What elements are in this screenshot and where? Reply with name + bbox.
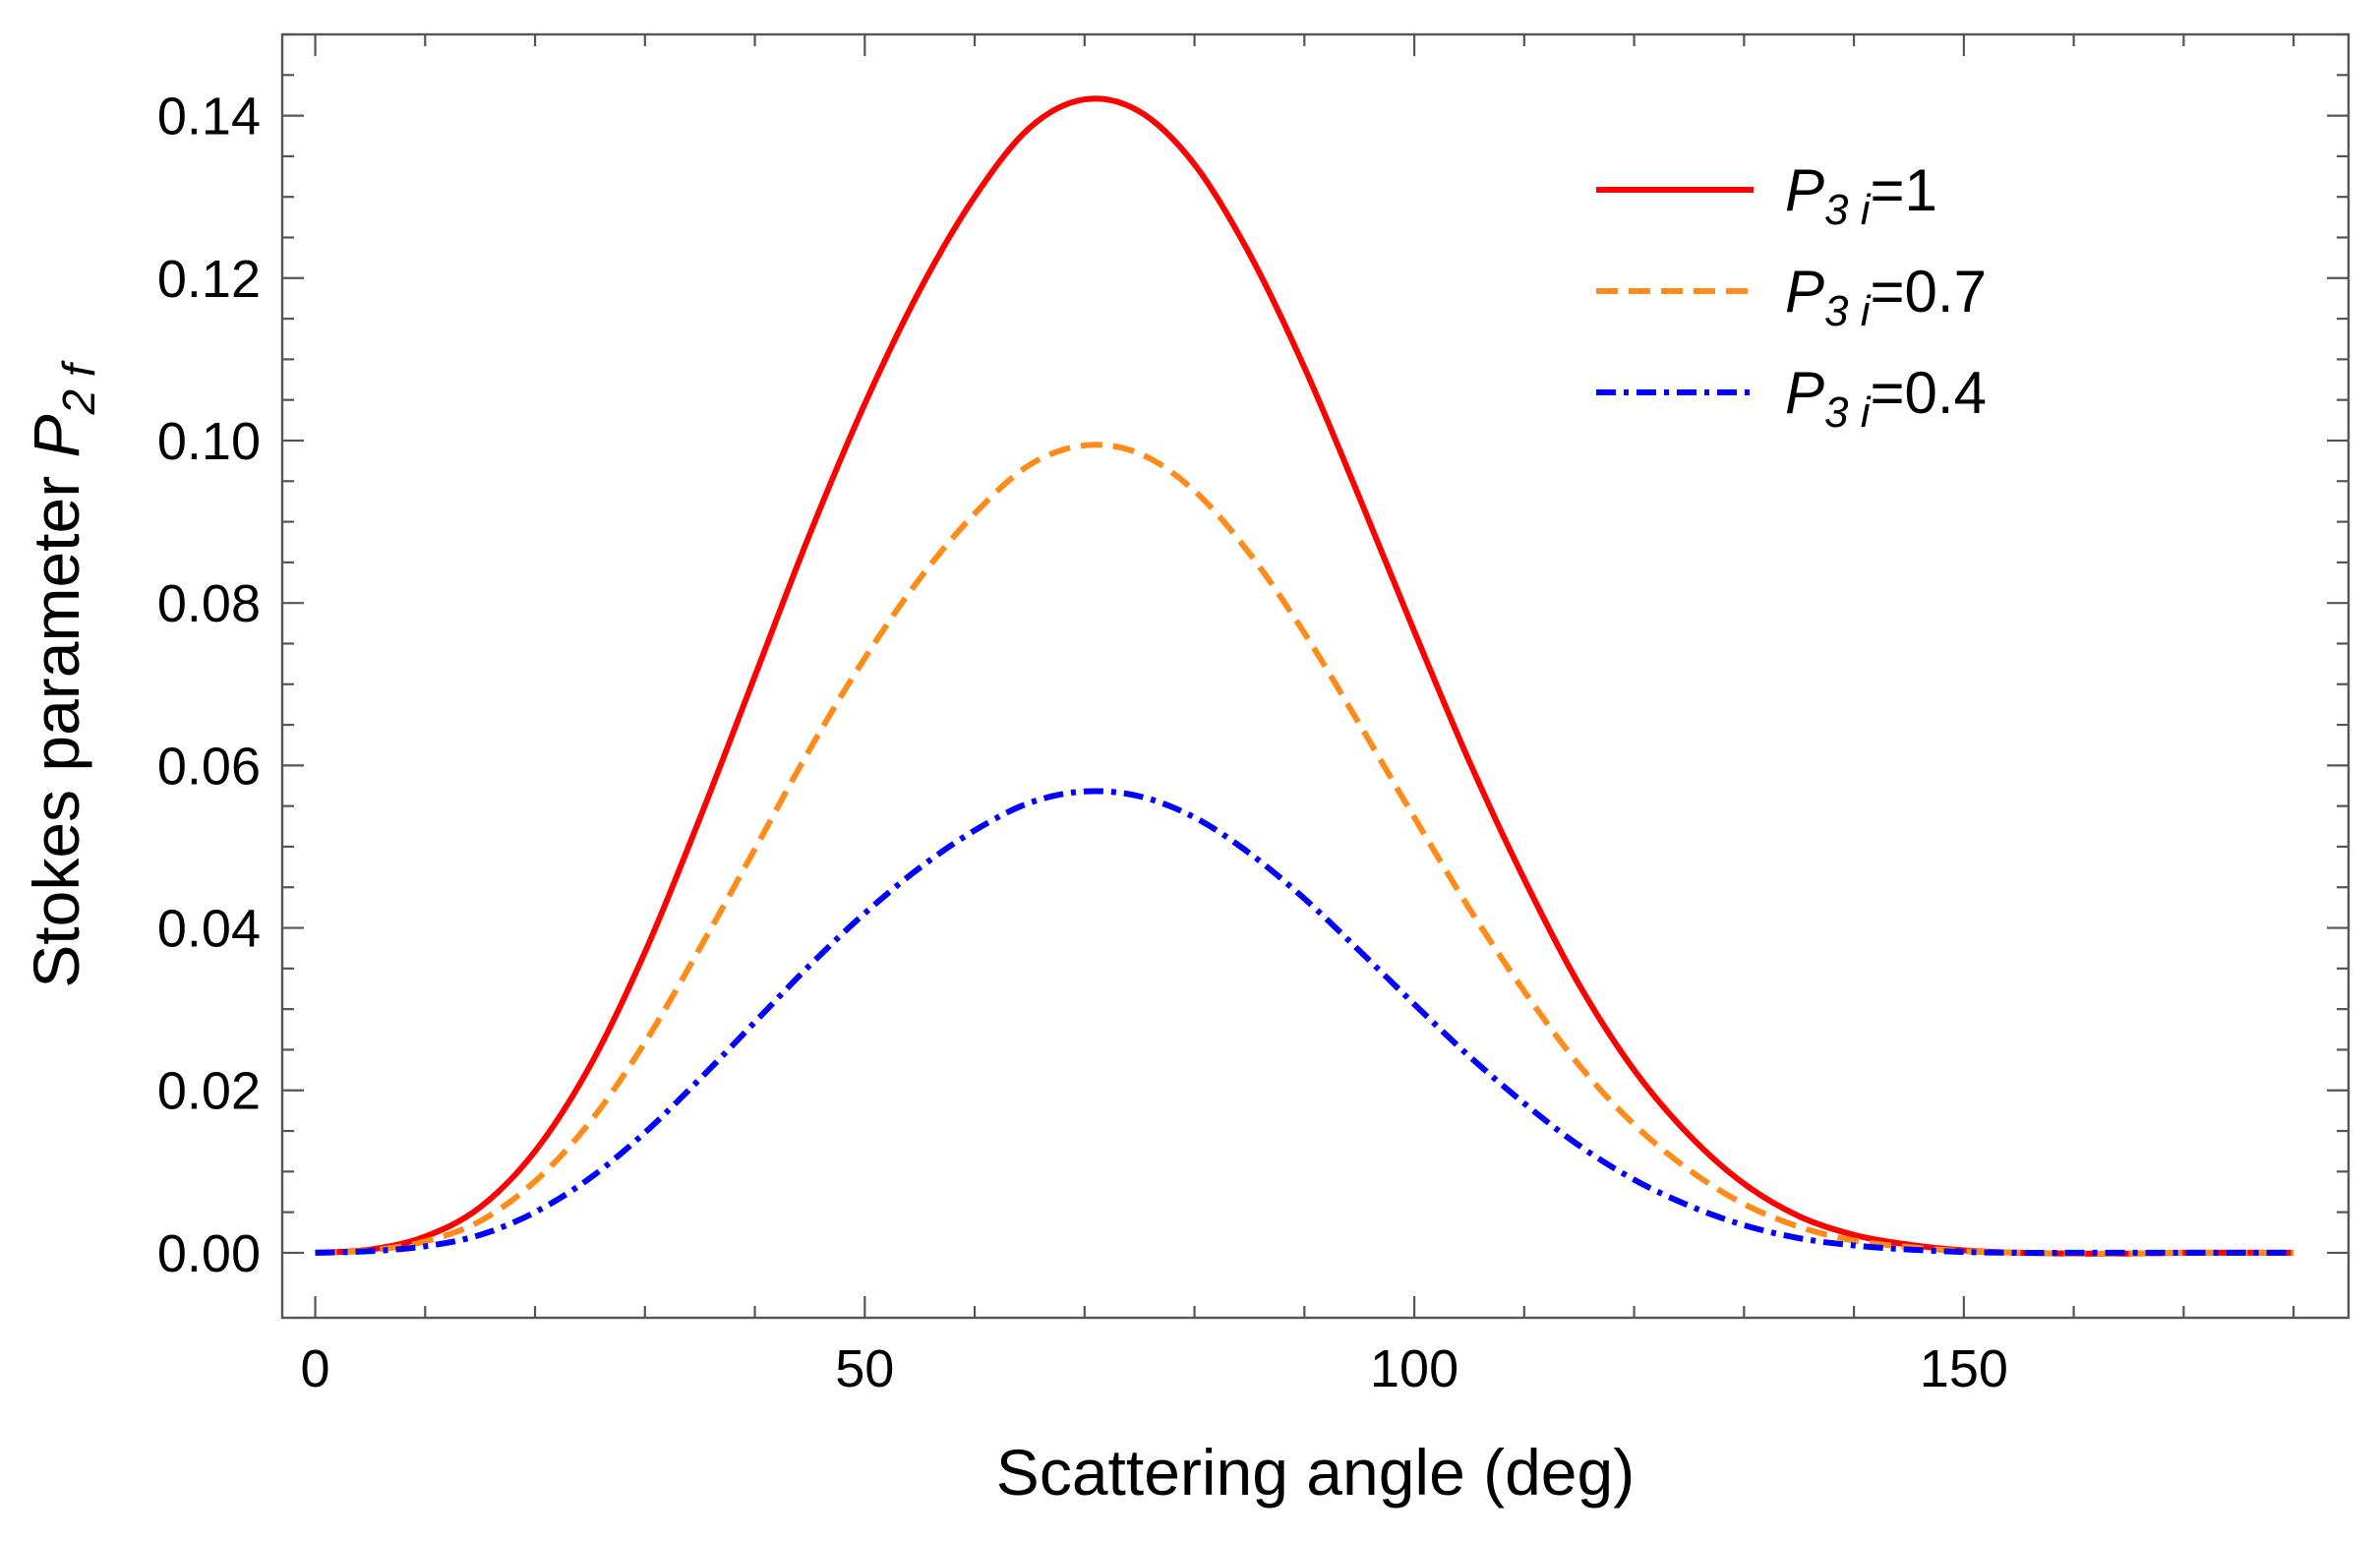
- x-tick-label: 0: [301, 1339, 330, 1398]
- series-line-1: [315, 95, 2294, 1257]
- legend-label-symbol: P: [1785, 360, 1824, 426]
- y-tick-label: 0.08: [157, 574, 261, 633]
- legend-label-value: =1: [1871, 157, 1937, 223]
- legend-label-subscript: 3 i: [1824, 287, 1872, 335]
- legend-label: P3 i=1: [1785, 157, 1937, 234]
- series-line-3: [315, 788, 2294, 1256]
- y-tick-label: 0.04: [157, 900, 261, 959]
- y-tick-label: 0.12: [157, 250, 261, 309]
- y-axis-title-prefix: Stokes parameter: [20, 457, 92, 987]
- legend-label-subscript: 3 i: [1824, 388, 1872, 437]
- y-tick-label: 0.02: [157, 1062, 261, 1121]
- legend-item-3: P3 i=0.4: [1596, 360, 1987, 437]
- y-tick-label: 0.00: [157, 1224, 261, 1283]
- legend-label-value: =0.4: [1871, 360, 1987, 426]
- legend-label-symbol: P: [1785, 157, 1824, 223]
- y-tick-label: 0.14: [157, 88, 261, 147]
- legend-item-2: P3 i=0.7: [1596, 259, 1987, 335]
- legend-label-symbol: P: [1785, 259, 1824, 325]
- x-axis-title: Scattering angle (deg): [996, 1436, 1635, 1509]
- legend-label: P3 i=0.7: [1785, 259, 1987, 335]
- x-tick-label: 150: [1920, 1339, 2008, 1398]
- y-tick-label: 0.10: [157, 412, 261, 471]
- y-tick-label: 0.06: [157, 737, 261, 796]
- plot-border: [280, 32, 2350, 1320]
- legend: P3 i=1P3 i=0.7P3 i=0.4: [1596, 157, 1987, 437]
- x-tick-label: 50: [835, 1339, 894, 1398]
- y-axis-ticks: 0.00 0.02 0.04 0.06 0.08 0.10 0.12 0.14: [157, 32, 2349, 1283]
- x-axis-ticks: 0 50 100 150: [301, 34, 2295, 1398]
- legend-label-subscript: 3 i: [1824, 186, 1872, 234]
- legend-label: P3 i=0.4: [1785, 360, 1987, 437]
- y-axis-title: Stokes parameter P2 f: [20, 360, 104, 988]
- data-series: [315, 95, 2294, 1257]
- legend-label-value: =0.7: [1871, 259, 1987, 325]
- x-tick-label: 100: [1370, 1339, 1458, 1398]
- legend-item-1: P3 i=1: [1596, 157, 1937, 234]
- y-axis-title-symbol: P: [20, 414, 92, 457]
- plot-frame: [280, 32, 2350, 1320]
- y-axis-title-subscript: 2 f: [53, 360, 104, 415]
